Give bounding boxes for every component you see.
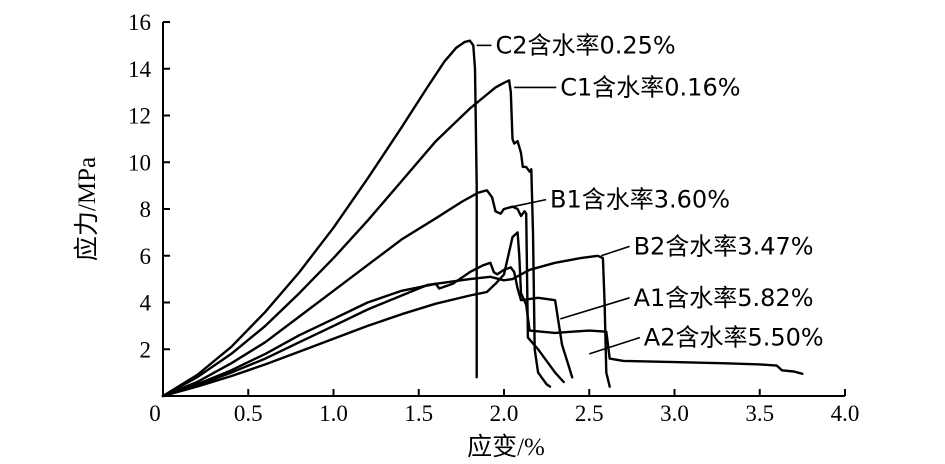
x-tick-label: 1.5	[404, 401, 433, 426]
y-tick-label: 8	[140, 197, 152, 222]
series-label-3: B1含水率3.60%	[550, 186, 730, 214]
y-tick-label: 12	[128, 104, 151, 129]
y-tick-label: 10	[128, 150, 151, 175]
y-ticks: 2 4 6 8 10 12 14 16	[128, 10, 170, 362]
annotation-leader-6	[589, 336, 641, 355]
series-label-4: B2含水率3.47%	[634, 232, 814, 260]
x-tick-label: 2.5	[575, 401, 604, 426]
x-tick-label: 4.0	[831, 401, 860, 426]
series-line-4	[161, 254, 611, 398]
y-tick-label: 6	[140, 244, 152, 269]
x-tick-label: 0	[149, 401, 161, 426]
series-line-5	[161, 261, 574, 398]
series-curves	[161, 39, 804, 398]
x-tick-label: 0.5	[234, 401, 263, 426]
series-label-5: A1含水率5.82%	[634, 284, 814, 312]
x-tick-label: 3.0	[660, 401, 689, 426]
y-tick-label: 14	[128, 57, 152, 82]
x-tick-label: 2.0	[490, 401, 519, 426]
y-axis-label: 应力/MPa	[73, 157, 101, 261]
series-line-6	[161, 231, 804, 398]
x-axis-label: 应变/%	[467, 433, 545, 461]
series-label-1: C2含水率0.25%	[495, 31, 675, 59]
series-line-2	[161, 79, 552, 398]
annotation-leader-4	[600, 245, 630, 257]
y-tick-label: 4	[140, 291, 152, 316]
y-tick-label: 2	[140, 337, 152, 362]
y-tick-label: 16	[128, 10, 151, 35]
series-line-1	[161, 39, 478, 398]
series-annotations: C2含水率0.25% C1含水率0.16% B1含水率3.60% B2含水率3.47%…	[476, 31, 824, 355]
series-label-2: C1含水率0.16%	[560, 73, 740, 101]
x-tick-label: 3.5	[745, 401, 774, 426]
series-label-6: A2含水率5.50%	[644, 324, 824, 352]
annotation-leader-5	[560, 297, 630, 320]
series-line-3	[161, 189, 565, 398]
annotation-leader-3	[512, 198, 547, 208]
x-ticks: 0 0.5 1.0 1.5 2.0 2.5 3.0 3.5 4.0	[149, 389, 859, 426]
x-tick-label: 1.0	[319, 401, 348, 426]
